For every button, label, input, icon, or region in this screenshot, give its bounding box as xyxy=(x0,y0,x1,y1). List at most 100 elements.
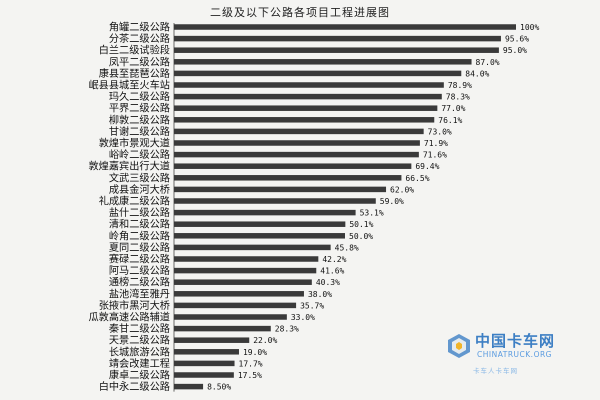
value-label: 17.5% xyxy=(238,371,262,380)
bar xyxy=(174,47,499,53)
bar xyxy=(174,209,356,216)
category-label: 赛碌二级公路 xyxy=(109,253,170,266)
category-label: 甘谢二级公路 xyxy=(109,125,170,138)
category-label: 盐什二级公路 xyxy=(109,206,170,219)
bar xyxy=(174,383,204,390)
category-label: 敦煌市景观大道 xyxy=(99,137,170,150)
value-label: 53.1% xyxy=(360,209,384,218)
category-label: 天景二级公路 xyxy=(109,334,170,347)
bar xyxy=(174,256,319,262)
bar xyxy=(174,325,271,332)
bar xyxy=(174,279,312,285)
bar xyxy=(174,360,235,367)
value-label: 95.6% xyxy=(505,35,529,44)
value-label: 50.0% xyxy=(349,232,373,241)
category-label: 秦甘二级公路 xyxy=(109,322,170,335)
watermark-domain: CHINATRUCK.ORG xyxy=(477,350,552,359)
category-label: 平界二级公路 xyxy=(109,102,170,115)
value-label: 78.3% xyxy=(446,93,470,102)
category-label: 凤平二级公路 xyxy=(109,55,170,68)
value-label: 33.0% xyxy=(291,313,315,322)
value-label: 35.7% xyxy=(300,301,324,310)
bar xyxy=(174,233,345,239)
value-label: 59.0% xyxy=(380,197,404,206)
bar xyxy=(174,59,472,65)
category-label: 玛久二级公路 xyxy=(109,90,170,103)
value-label: 41.6% xyxy=(320,267,344,276)
category-label: 夏同二级公路 xyxy=(109,241,170,254)
category-label: 张掖市黑河大桥 xyxy=(99,299,170,312)
value-label: 22.0% xyxy=(253,336,277,345)
value-label: 45.8% xyxy=(335,243,359,252)
bar xyxy=(174,140,420,146)
chart-title: 二级及以下公路各项目工程进展图 xyxy=(210,6,390,19)
bar xyxy=(174,175,402,181)
watermark-slogan: 卡车人卡车网 xyxy=(473,367,518,375)
category-label: 成县金河大桥 xyxy=(109,183,170,196)
bar xyxy=(174,93,442,100)
category-label: 岭角二级公路 xyxy=(109,229,170,242)
bar xyxy=(174,105,438,111)
value-label: 19.0% xyxy=(243,348,267,357)
bar xyxy=(174,35,501,42)
category-label: 峪岭二级公路 xyxy=(109,148,170,161)
bar xyxy=(174,24,516,30)
value-label: 62.0% xyxy=(390,185,414,194)
category-label: 敦煌嘉宾出行大道 xyxy=(89,160,171,173)
value-label: 42.2% xyxy=(322,255,346,264)
bar xyxy=(174,244,331,251)
category-label: 阿马二级公路 xyxy=(109,264,170,277)
category-label: 柳敦二级公路 xyxy=(109,113,170,126)
category-label: 康县至琵琶公路 xyxy=(99,67,170,80)
value-label: 73.0% xyxy=(428,127,452,136)
category-label: 分茶二级公路 xyxy=(109,32,170,45)
value-label: 38.0% xyxy=(308,290,332,299)
value-label: 71.9% xyxy=(424,139,448,148)
value-label: 77.0% xyxy=(441,104,465,113)
value-label: 78.9% xyxy=(448,81,472,90)
watermark: 中国卡车网 CHINATRUCK.ORG 卡车人卡车网 xyxy=(445,330,575,382)
bar xyxy=(174,302,297,309)
value-label: 95.0% xyxy=(503,46,527,55)
category-label: 白兰二级试验段 xyxy=(99,44,170,57)
bar xyxy=(174,267,317,274)
value-label: 76.1% xyxy=(438,116,462,125)
category-label: 岷县县城至火车站 xyxy=(89,79,171,92)
category-label: 康卓二级公路 xyxy=(109,369,170,382)
value-label: 87.0% xyxy=(476,58,500,67)
value-label: 71.6% xyxy=(423,151,447,160)
category-label: 清和二级公路 xyxy=(109,218,170,231)
truck-logo-icon xyxy=(448,334,470,358)
bar xyxy=(174,128,424,135)
value-label: 84.0% xyxy=(465,69,489,78)
category-label: 白中永二级公路 xyxy=(99,380,170,393)
watermark-title: 中国卡车网 xyxy=(475,332,556,350)
value-label: 17.7% xyxy=(239,359,263,368)
category-label: 盐池湾至雅丹 xyxy=(109,287,170,300)
bar xyxy=(174,291,304,297)
bar xyxy=(174,372,234,378)
category-label: 文武三级公路 xyxy=(109,171,170,184)
bars-layer: 角罐二级公路 100% 分茶二级公路 95.6% 白兰二级试验段 95.0% 凤平二级公路 8… xyxy=(89,21,540,394)
bar xyxy=(174,151,419,158)
category-label: 靖会改建工程 xyxy=(109,357,170,370)
value-label: 66.5% xyxy=(405,174,429,183)
value-label: 100% xyxy=(520,23,539,32)
category-label: 长城旅游公路 xyxy=(109,345,170,358)
bar xyxy=(174,337,250,343)
category-label: 通榜二级公路 xyxy=(109,276,170,289)
value-label: 69.4% xyxy=(415,162,439,171)
bar xyxy=(174,221,346,227)
bar xyxy=(174,349,239,355)
bar xyxy=(174,82,444,88)
bar xyxy=(174,198,376,204)
bar xyxy=(174,117,435,123)
category-label: 瓜敦高速公路辅道 xyxy=(89,311,171,324)
bar xyxy=(174,186,387,193)
value-label: 8.50% xyxy=(207,383,231,392)
bar xyxy=(174,70,462,77)
category-label: 礼成康二级公路 xyxy=(99,195,170,208)
bar xyxy=(174,163,412,169)
value-label: 40.3% xyxy=(316,278,340,287)
